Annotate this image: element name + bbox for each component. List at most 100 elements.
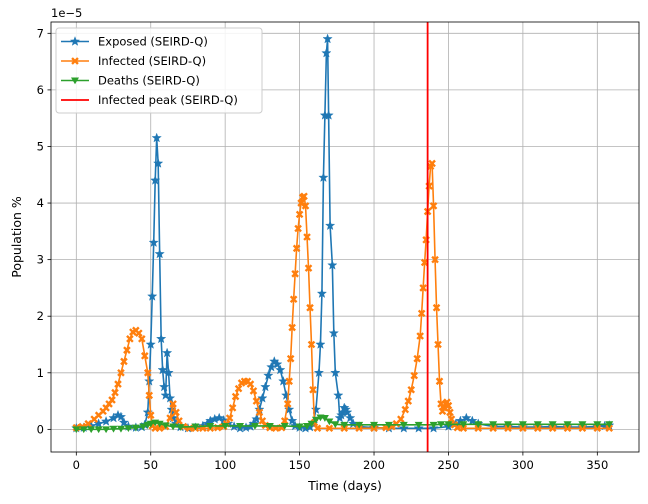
data-point — [467, 415, 478, 426]
data-point — [87, 426, 96, 434]
data-point — [114, 380, 122, 388]
data-point — [102, 426, 111, 434]
y-tick-label: 2 — [37, 309, 44, 323]
data-point — [303, 422, 312, 430]
data-point — [275, 364, 286, 375]
data-point — [115, 411, 127, 422]
data-point — [489, 421, 498, 429]
data-point — [446, 408, 454, 417]
data-point — [221, 422, 230, 430]
data-point — [280, 417, 289, 425]
data-point — [432, 303, 441, 312]
series-line — [76, 162, 610, 430]
data-point — [459, 424, 468, 433]
data-point — [342, 407, 353, 417]
data-point — [164, 392, 176, 403]
data-point — [287, 415, 298, 426]
data-point — [281, 390, 292, 400]
data-point — [289, 295, 298, 304]
data-point — [191, 423, 200, 431]
data-point — [518, 421, 527, 429]
data-point — [331, 421, 340, 429]
data-point — [145, 339, 156, 349]
data-point — [246, 380, 255, 388]
data-point — [605, 424, 614, 433]
y-tick-label: 5 — [37, 139, 44, 153]
legend-item: Infected peak (SEIRD-Q) — [61, 93, 238, 107]
data-point — [250, 422, 259, 430]
data-point — [313, 367, 325, 378]
x-tick-label: 300 — [512, 458, 534, 472]
y-axis-label: Population % — [9, 196, 24, 278]
data-point — [384, 421, 393, 429]
data-point — [146, 411, 155, 420]
data-point — [327, 259, 338, 270]
data-point — [120, 357, 128, 366]
data-point — [143, 368, 152, 377]
data-point — [252, 397, 261, 405]
x-tick-label: 50 — [143, 458, 158, 472]
x-tick-label: 250 — [437, 458, 459, 472]
data-point — [146, 420, 155, 428]
x-tick-label: 100 — [214, 458, 236, 472]
data-point — [437, 421, 446, 429]
data-point — [283, 400, 292, 408]
data-point — [325, 424, 334, 433]
data-point — [413, 354, 421, 363]
legend-label: Infected (SEIRD-Q) — [98, 54, 206, 68]
data-point — [150, 175, 161, 185]
data-point — [135, 329, 143, 337]
data-point — [131, 424, 140, 432]
data-point — [578, 424, 587, 433]
data-point — [330, 367, 341, 378]
data-point — [447, 415, 456, 423]
y-tick-label: 3 — [37, 253, 44, 267]
data-point — [117, 368, 125, 377]
data-point — [318, 172, 329, 182]
data-point — [301, 202, 310, 210]
data-point — [459, 421, 468, 429]
data-point — [313, 424, 322, 433]
legend-marker — [71, 57, 79, 65]
data-point — [148, 237, 159, 248]
data-point — [72, 426, 81, 434]
data-point — [228, 404, 237, 412]
series-layer — [71, 33, 615, 434]
data-point — [453, 423, 462, 432]
data-point — [309, 385, 317, 394]
data-point — [474, 424, 483, 433]
data-point — [169, 400, 177, 408]
data-point — [291, 269, 299, 278]
data-point — [533, 421, 542, 429]
data-point — [94, 426, 103, 434]
data-point — [593, 421, 602, 429]
x-ticks: 0 50 100 150 200 250 300 350 — [73, 452, 608, 472]
y-tick-label: 1 — [37, 366, 44, 380]
data-point — [214, 412, 225, 423]
data-point — [163, 367, 174, 378]
legend-label: Infected peak (SEIRD-Q) — [98, 93, 238, 107]
legend-item: Infected (SEIRD-Q) — [61, 54, 206, 68]
data-point — [401, 405, 410, 414]
data-point — [435, 377, 444, 386]
data-point — [605, 421, 614, 429]
data-point — [461, 412, 472, 423]
data-point — [280, 422, 289, 430]
legend-label: Deaths (SEIRD-Q) — [98, 74, 200, 88]
data-point — [519, 424, 527, 433]
data-point — [138, 335, 146, 343]
data-point — [109, 425, 118, 433]
data-point — [286, 354, 295, 363]
data-point — [428, 159, 436, 168]
data-point — [310, 404, 322, 414]
data-point — [316, 288, 328, 298]
data-point — [263, 370, 274, 380]
y-tick-label: 4 — [37, 196, 44, 210]
data-point — [172, 408, 180, 417]
x-tick-label: 150 — [289, 458, 311, 472]
data-point — [431, 255, 439, 264]
data-point — [504, 421, 512, 429]
data-point — [307, 340, 316, 349]
data-point — [156, 333, 167, 344]
data-point — [145, 391, 154, 400]
